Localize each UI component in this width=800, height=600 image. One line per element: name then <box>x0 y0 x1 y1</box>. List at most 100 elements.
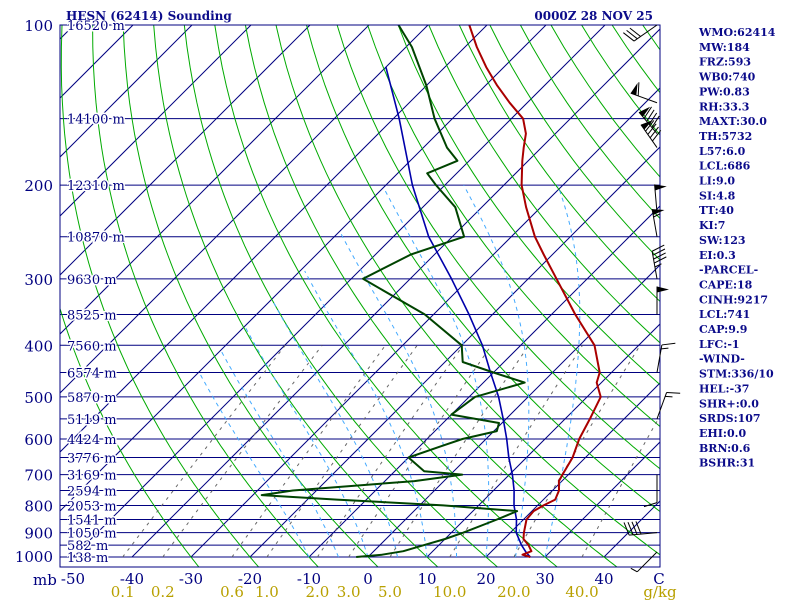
plot-frame <box>59 24 661 568</box>
mixing-ratio-label: 0.1 <box>111 583 135 600</box>
height-label: 582 m <box>67 539 108 554</box>
height-label: 6574 m <box>67 367 117 382</box>
index-entry: LFC:-1 <box>699 338 740 351</box>
isotherm-line <box>544 441 660 558</box>
dry-adiabat <box>306 25 660 513</box>
height-labels: 16520 m 14100 m 12310 m 10870 m 9630 m 8525 m… <box>66 18 127 568</box>
mixing-ratio-unit-label: g/kg <box>643 583 677 600</box>
index-entry: CAP:9.9 <box>699 323 747 336</box>
height-label: 2053 m <box>67 499 117 514</box>
wind-barb <box>640 120 662 148</box>
dry-adiabat <box>367 25 660 428</box>
temperature-label: -40 <box>120 570 144 588</box>
index-entry: SRDS:107 <box>699 412 761 425</box>
wind-barb-flag <box>666 392 681 394</box>
wind-barb-half-flag <box>661 347 669 350</box>
wind-barb-flag <box>631 521 638 535</box>
index-entry: RH:33.3 <box>699 100 749 113</box>
index-entry: MW:184 <box>699 41 750 54</box>
index-entry: KI:7 <box>699 219 725 232</box>
temperature-label: -50 <box>61 570 85 588</box>
mixing-ratio-line <box>122 344 286 558</box>
wind-barb <box>651 244 667 279</box>
wind-barb-flag <box>647 123 657 135</box>
moist-adiabat <box>304 270 428 558</box>
temperature-label: -10 <box>297 570 321 588</box>
parcel-trace <box>385 66 531 558</box>
temperature-label: -20 <box>238 570 262 588</box>
pressure-label: 100 <box>24 17 53 35</box>
temperature-label: 40 <box>594 570 613 588</box>
wind-barb-shaft <box>633 24 658 42</box>
height-label: 8525 m <box>67 308 117 323</box>
temperature-trace <box>468 25 602 558</box>
isotherm-line <box>249 146 660 558</box>
sounding-profiles <box>260 25 602 558</box>
isotherm-line <box>426 323 660 558</box>
mixing-ratio-line <box>513 345 641 558</box>
index-entry: SW:123 <box>699 234 746 247</box>
mixing-ratio-label: 1.0 <box>255 583 279 600</box>
index-entry: LI:9.0 <box>699 175 735 188</box>
dewpoint-trace <box>260 25 526 558</box>
index-entry: LCL:686 <box>699 160 751 173</box>
wind-barb-flag <box>661 342 676 346</box>
pressure-label: 1000 <box>15 548 53 566</box>
height-label: 4424 m <box>67 433 117 448</box>
wind-barb-flag <box>629 27 641 37</box>
pressure-label: 700 <box>24 467 53 485</box>
wind-barb <box>643 474 658 508</box>
index-entry: LCL:741 <box>699 308 750 321</box>
wind-barb <box>656 286 669 315</box>
mixing-ratio-label: 2.0 <box>305 583 329 600</box>
isotherm-line <box>485 382 660 558</box>
wind-barb <box>623 521 658 536</box>
isotherm-line <box>60 25 429 394</box>
dry-adiabat <box>214 25 558 567</box>
dry-adiabat <box>122 25 379 567</box>
wind-barb-pennant <box>652 209 665 216</box>
mixing-ratio-label: 0.6 <box>220 583 244 600</box>
dry-adiabat <box>92 25 319 567</box>
index-entry: WMO:62414 <box>698 26 776 39</box>
moist-adiabat <box>198 372 310 558</box>
dry-adiabat <box>458 25 660 303</box>
isotherm-line <box>367 264 660 558</box>
temperature-label: -30 <box>179 570 203 588</box>
wind-barb-pennant <box>639 106 651 117</box>
moist-adiabat <box>272 300 398 558</box>
pressure-unit-label: mb <box>33 571 57 589</box>
height-label: 2594 m <box>67 485 117 500</box>
temperature-unit-label: C <box>653 570 664 588</box>
wind-barb-shaft <box>656 344 663 373</box>
mixing-ratio-line <box>316 345 464 558</box>
wind-barb <box>656 342 676 373</box>
isotherm-line <box>60 25 547 512</box>
wind-barb-half-flag <box>654 263 662 268</box>
pressure-label: 900 <box>24 525 53 543</box>
wind-barb-flag <box>643 502 658 508</box>
index-entry: TT:40 <box>699 204 734 217</box>
height-label: 12310 m <box>67 179 125 194</box>
moist-adiabat <box>544 184 581 558</box>
index-entry: FRZ:593 <box>699 56 751 69</box>
moist-adiabat <box>244 327 369 558</box>
height-label: 7560 m <box>67 339 117 354</box>
pressure-label: 800 <box>24 497 53 515</box>
mixing-ratio-line <box>162 344 323 558</box>
temperature-label: 10 <box>417 570 436 588</box>
wind-barb-half-flag <box>653 213 661 218</box>
index-entry: -PARCEL- <box>699 264 758 277</box>
isotherm-line <box>72 25 606 558</box>
moist-adiabat <box>339 231 457 557</box>
moist-adiabat <box>463 184 530 558</box>
height-label: 138 m <box>67 551 108 566</box>
pressure-label: 600 <box>24 431 53 449</box>
pressure-label: 400 <box>24 337 53 355</box>
wind-barb <box>654 184 667 213</box>
wind-barb-flag <box>626 30 638 40</box>
wind-barb-pennant <box>657 286 669 293</box>
wind-barb-flag <box>651 244 665 252</box>
wind-barb-pennant <box>640 120 653 130</box>
isotherm-line <box>0 25 15 557</box>
